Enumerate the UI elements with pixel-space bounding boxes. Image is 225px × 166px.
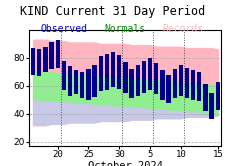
- Bar: [135, 65, 139, 96]
- Text: Normals: Normals: [104, 24, 144, 34]
- Bar: [61, 61, 66, 90]
- Bar: [37, 49, 41, 76]
- Bar: [104, 54, 109, 90]
- Bar: [166, 75, 170, 103]
- Bar: [110, 52, 115, 87]
- Bar: [209, 93, 213, 120]
- Bar: [31, 48, 35, 75]
- Bar: [92, 65, 96, 97]
- Bar: [68, 66, 72, 96]
- Bar: [196, 72, 200, 101]
- Bar: [184, 68, 188, 98]
- Bar: [123, 62, 127, 93]
- Bar: [141, 61, 145, 93]
- Bar: [86, 69, 90, 100]
- Bar: [160, 71, 164, 100]
- Bar: [178, 65, 182, 96]
- Text: KIND Current 31 Day Period: KIND Current 31 Day Period: [20, 5, 205, 18]
- Bar: [117, 55, 121, 89]
- Bar: [55, 40, 60, 68]
- Bar: [129, 69, 133, 98]
- Bar: [74, 71, 78, 94]
- Text: Records: Records: [162, 24, 203, 34]
- Bar: [202, 84, 207, 111]
- Bar: [98, 56, 103, 91]
- Text: Observed: Observed: [40, 24, 87, 34]
- Bar: [49, 42, 54, 69]
- Bar: [215, 82, 219, 110]
- Bar: [153, 63, 158, 94]
- Bar: [172, 69, 176, 98]
- Bar: [190, 71, 194, 100]
- Bar: [43, 47, 47, 72]
- Bar: [80, 72, 84, 98]
- Bar: [147, 58, 152, 90]
- X-axis label: October 2024: October 2024: [88, 161, 162, 166]
